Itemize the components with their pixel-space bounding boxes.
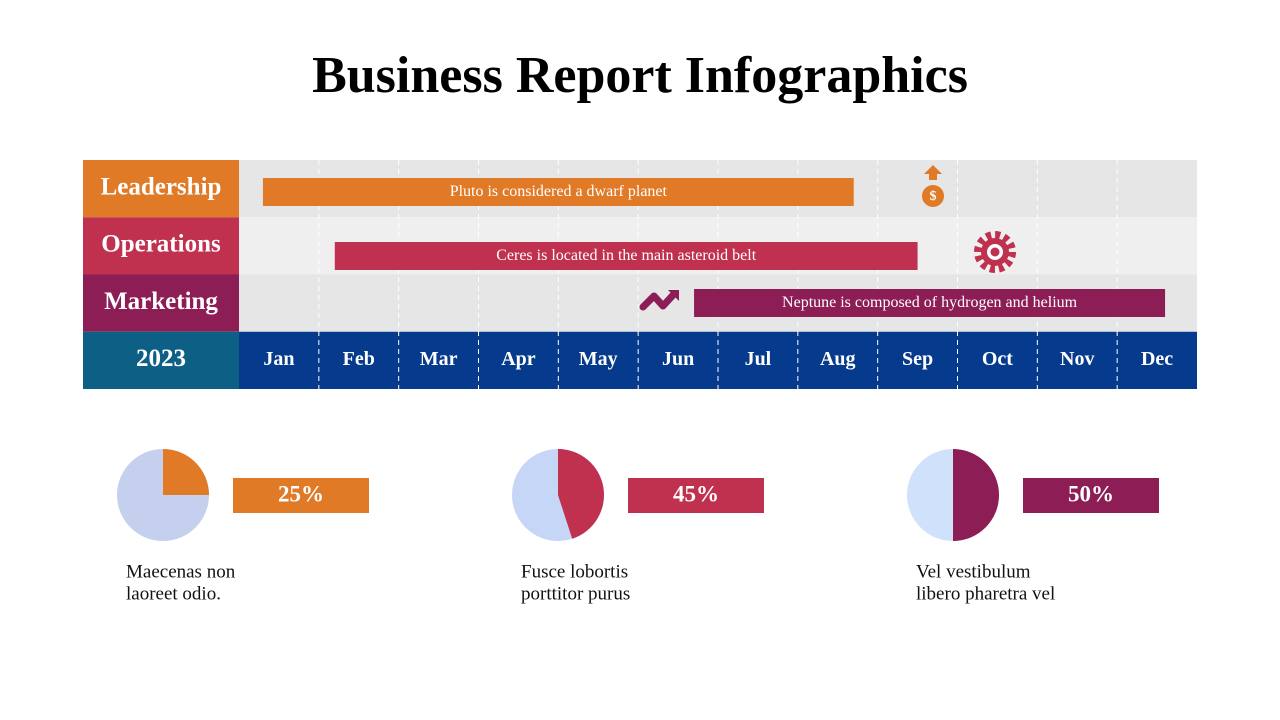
pie-slice	[953, 449, 999, 541]
gear-icon	[974, 231, 1016, 273]
svg-text:$: $	[930, 189, 937, 204]
timeline-bar	[334, 242, 918, 270]
money-icon: $	[922, 165, 944, 207]
timeline-bar	[262, 178, 854, 206]
month-label: Jul	[745, 348, 772, 370]
trend-icon	[639, 290, 679, 311]
row-label-box	[83, 217, 239, 275]
percent-box	[1023, 478, 1159, 513]
bar-text: Pluto is considered a dwarf planet	[450, 183, 668, 200]
year-box	[83, 331, 239, 389]
description: laoreet odio.	[126, 583, 221, 604]
description: Vel vestibulum	[916, 561, 1031, 582]
month-label: Nov	[1060, 348, 1094, 370]
percent-label: 25%	[278, 481, 324, 506]
year-label: 2023	[136, 345, 186, 372]
timeline-bar	[694, 289, 1166, 317]
title: Business Report Infographics	[312, 47, 968, 104]
row-label-box	[83, 274, 239, 332]
percent-box	[233, 478, 369, 513]
month-label: Oct	[982, 348, 1013, 370]
row-label: Operations	[101, 231, 221, 258]
month-label: Jan	[263, 348, 294, 370]
description: porttitor purus	[521, 583, 630, 604]
row-label: Marketing	[104, 288, 218, 315]
month-label: Sep	[902, 348, 933, 370]
percent-label: 50%	[1068, 481, 1114, 506]
month-label: Dec	[1141, 348, 1173, 370]
month-label: Aug	[820, 348, 856, 370]
bar-text: Neptune is composed of hydrogen and heli…	[782, 294, 1078, 311]
pie-slice	[163, 449, 209, 495]
pie-slice	[558, 449, 604, 539]
description: Fusce lobortis	[521, 561, 628, 582]
percent-label: 45%	[673, 481, 719, 506]
month-label: Feb	[343, 348, 375, 370]
month-label: May	[579, 348, 618, 370]
row-label-box	[83, 160, 239, 218]
month-label: Apr	[501, 348, 536, 370]
description: Maecenas non	[126, 561, 236, 582]
month-label: Jun	[662, 348, 694, 370]
percent-box	[628, 478, 764, 513]
row-label: Leadership	[101, 173, 222, 200]
bar-text: Ceres is located in the main asteroid be…	[496, 247, 756, 264]
description: libero pharetra vel	[916, 583, 1055, 604]
month-label: Mar	[420, 348, 458, 370]
